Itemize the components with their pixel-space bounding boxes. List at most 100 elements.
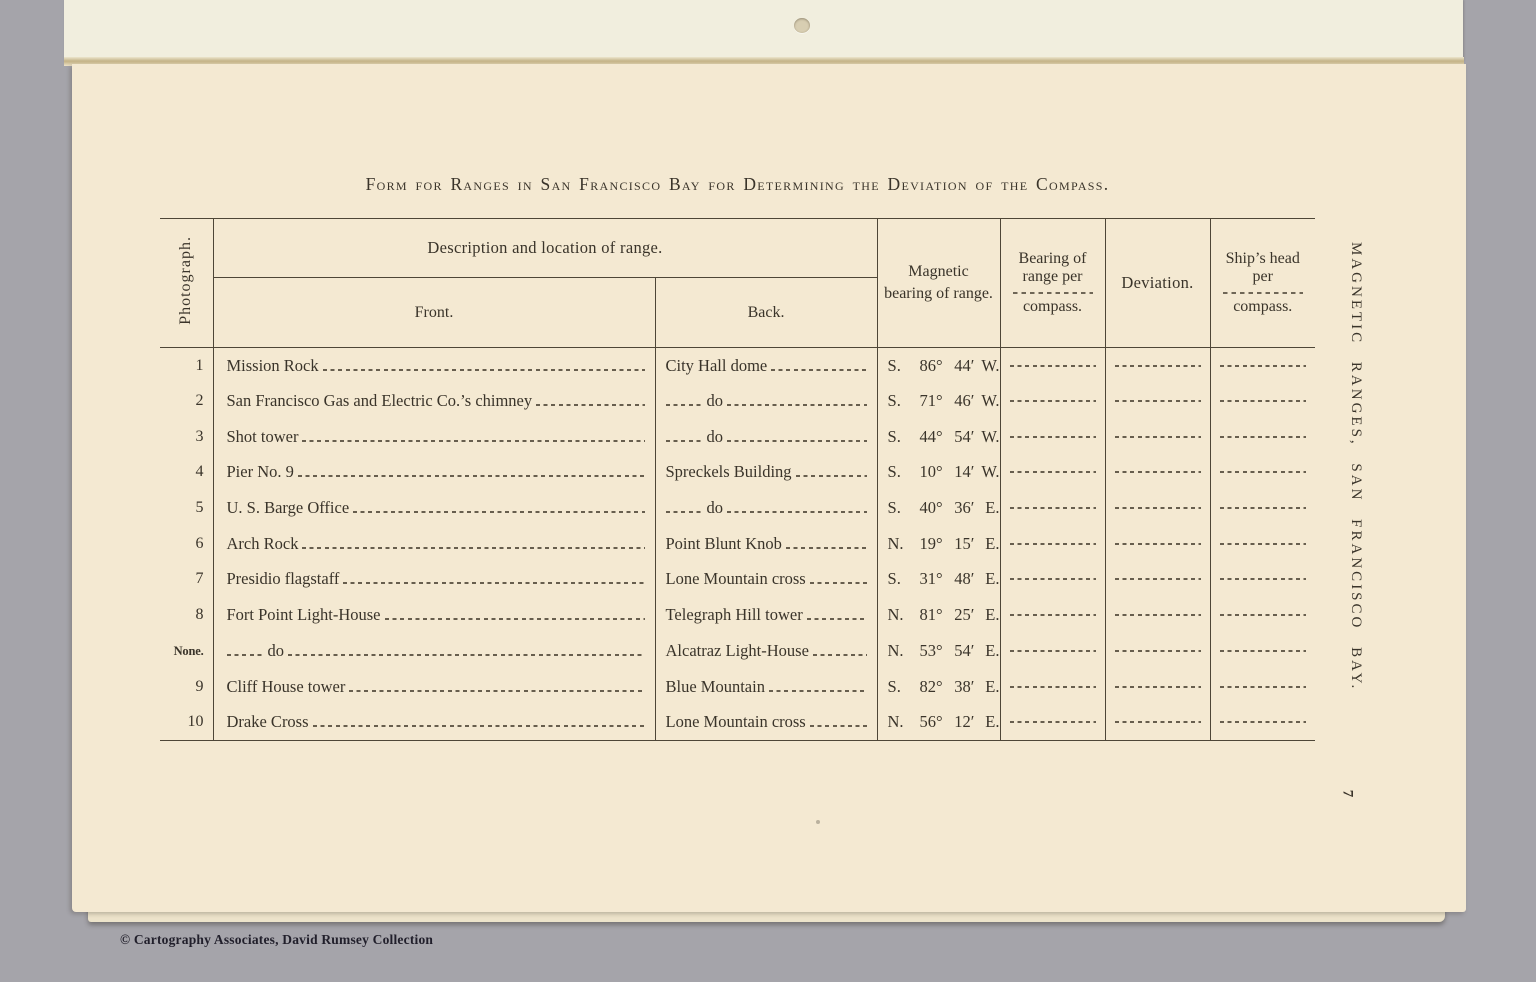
front-range-cell: Fort Point Light-House	[212, 597, 655, 633]
footer-credit: © Cartography Associates, David Rumsey C…	[120, 932, 434, 947]
magnetic-bearing-cell: S. 44° 54′ W.	[876, 418, 1001, 455]
leader-dashes	[727, 511, 867, 514]
blank-entry-dashes	[1219, 471, 1307, 474]
front-range-text: Cliff House tower	[226, 676, 346, 696]
col-header-bearing-per-compass: Bearing of range per compass.	[999, 218, 1106, 348]
deviation-cell	[1104, 418, 1211, 455]
bearing-per-compass-cell	[999, 418, 1106, 455]
back-range-text: Lone Mountain cross	[665, 569, 806, 589]
blank-entry-dashes	[1219, 435, 1307, 438]
photograph-number-cell: 5	[160, 490, 213, 526]
photograph-number: 1	[195, 356, 204, 374]
blank-entry-dashes	[1009, 720, 1096, 723]
magnetic-bearing-value: N. 19° 15′ E.	[887, 533, 1000, 553]
col-header-ships-head: Ship’s head per compass.	[1209, 218, 1316, 348]
col-header-back: Back.	[654, 277, 878, 348]
blank-entry-dashes	[1009, 614, 1096, 617]
leader-dashes	[384, 618, 645, 621]
back-range-text: Point Blunt Knob	[665, 533, 782, 553]
photograph-number-cell: 6	[160, 526, 213, 562]
photograph-number: 10	[187, 712, 204, 730]
back-range-cell: Alcatraz Light-House	[654, 633, 878, 669]
front-range-cell: U. S. Barge Office	[212, 490, 655, 526]
photograph-number: 7	[195, 570, 204, 588]
magnetic-bearing-cell: S. 31° 48′ E.	[876, 561, 1001, 598]
ships-head-cell	[1209, 490, 1316, 526]
bearing-per-compass-cell	[999, 704, 1106, 741]
blank-entry-dashes	[1219, 400, 1307, 403]
paper-speck	[816, 820, 820, 824]
magnetic-bearing-value: S. 86° 44′ W.	[887, 355, 1000, 375]
back-range-text: do	[706, 498, 724, 518]
front-range-cell: Arch Rock	[212, 525, 655, 562]
blank-entry-dashes	[1009, 364, 1096, 367]
leader-dashes	[343, 582, 645, 585]
back-range-text: do	[706, 426, 724, 446]
leader-dashes	[536, 404, 645, 407]
back-range-cell: Spreckels Building	[654, 454, 878, 491]
blank-entry-dashes	[1219, 720, 1307, 723]
leader-dashes	[727, 439, 867, 442]
bearing-per-compass-cell	[999, 347, 1106, 384]
table-row: 3 Shot tower do S. 44° 54′ W.	[160, 418, 1316, 455]
blank-entry-dashes	[1219, 614, 1307, 617]
magnetic-bearing-value: S. 31° 48′ E.	[887, 569, 1000, 589]
bearing-per-compass-cell	[999, 490, 1106, 526]
front-range-text: do	[267, 640, 285, 660]
blank-entry-dashes	[1114, 685, 1201, 688]
blank-entry-dashes	[1114, 507, 1201, 510]
leader-dashes	[297, 475, 645, 478]
leader-dashes	[809, 724, 867, 727]
leader-dashes	[785, 546, 867, 549]
table-header: Photograph. Description and location of …	[160, 218, 1316, 348]
deviation-cell	[1104, 490, 1211, 526]
front-range-cell: do	[212, 633, 655, 669]
table-row: 8 Fort Point Light-House Telegraph Hill …	[160, 597, 1316, 633]
magnetic-bearing-cell: N. 56° 12′ E.	[876, 704, 1001, 741]
table-row: 2 San Francisco Gas and Electric Co.’s c…	[160, 383, 1316, 419]
back-range-cell: Point Blunt Knob	[654, 525, 878, 562]
magnetic-bearing-value: S. 82° 38′ E.	[887, 676, 1000, 696]
photograph-number: 3	[195, 427, 204, 445]
photograph-number: 5	[195, 499, 204, 517]
blank-entry-dashes	[1219, 364, 1307, 367]
photograph-number-cell: 10	[160, 704, 213, 740]
front-range-text: Shot tower	[226, 426, 299, 446]
front-range-cell: San Francisco Gas and Electric Co.’s chi…	[212, 383, 655, 419]
blank-entry-dashes	[1009, 507, 1096, 510]
blank-entry-dashes	[1219, 685, 1307, 688]
ships-head-cell	[1209, 597, 1316, 633]
leader-dashes	[349, 689, 645, 692]
magnetic-bearing-cell: S. 71° 46′ W.	[876, 383, 1001, 419]
back-range-text: Lone Mountain cross	[665, 711, 806, 731]
blank-entry-dashes	[1114, 435, 1201, 438]
leader-dashes	[288, 653, 645, 656]
front-range-text: Drake Cross	[226, 711, 309, 731]
magnetic-bearing-cell: S. 10° 14′ W.	[876, 454, 1001, 491]
magnetic-bearing-cell: S. 86° 44′ W.	[876, 347, 1001, 384]
ships-head-cell	[1209, 633, 1316, 669]
photograph-number: 8	[195, 606, 204, 624]
leader-dashes	[312, 724, 645, 727]
back-range-text: Telegraph Hill tower	[665, 605, 803, 625]
photograph-number: 4	[195, 463, 204, 481]
table-row: 9 Cliff House tower Blue Mountain S. 82°…	[160, 668, 1316, 705]
table-row: 4 Pier No. 9 Spreckels Building S. 10° 1…	[160, 454, 1316, 491]
blank-entry-dashes	[1114, 471, 1201, 474]
page-fold	[64, 57, 1464, 66]
magnetic-bearing-cell: N. 81° 25′ E.	[876, 597, 1001, 633]
table-row: None. do Alcatraz Light-House N. 53° 54′…	[160, 633, 1316, 669]
back-range-text: Blue Mountain	[665, 676, 765, 696]
leader-dashes	[812, 653, 867, 656]
col-header-photograph: Photograph.	[160, 218, 213, 348]
leader-dashes	[353, 511, 645, 514]
front-range-cell: Presidio flagstaff	[212, 561, 655, 598]
back-range-cell: Lone Mountain cross	[654, 704, 878, 741]
blank-entry-dashes	[1009, 685, 1096, 688]
page-number: 7	[1339, 789, 1356, 797]
magnetic-bearing-cell: S. 40° 36′ E.	[876, 490, 1001, 526]
leader-dashes	[226, 653, 263, 656]
back-range-cell: Telegraph Hill tower	[654, 597, 878, 633]
blank-entry-dashes	[1009, 649, 1096, 652]
